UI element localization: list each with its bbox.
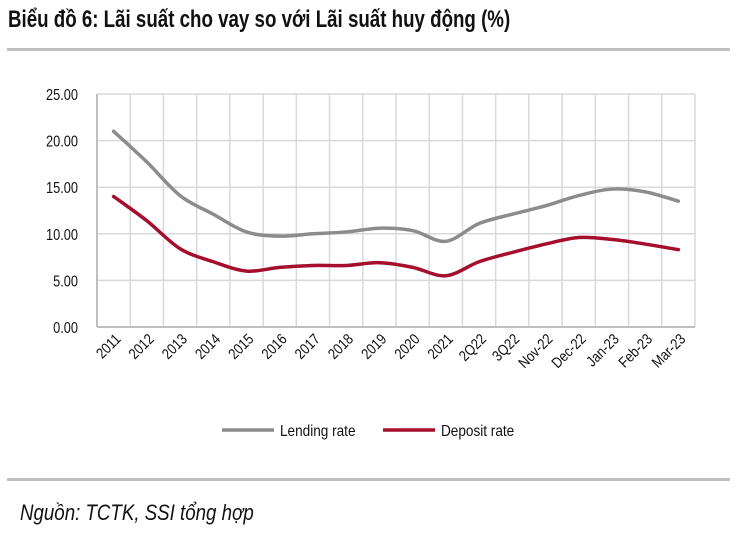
x-tick-label: Jan-23: [582, 330, 622, 370]
x-tick-label: 2018: [324, 330, 356, 362]
x-tick-label: Dec-22: [548, 330, 589, 371]
y-tick-label: 20.00: [46, 133, 78, 151]
y-tick-label: 0.00: [53, 320, 78, 338]
x-tick-label: Nov-22: [515, 330, 556, 371]
y-tick-label: 15.00: [46, 180, 78, 198]
chart-title: Biểu đồ 6: Lãi suất cho vay so với Lãi s…: [8, 6, 511, 33]
x-tick-label: Feb-23: [615, 330, 656, 371]
x-tick-label: 2021: [424, 330, 456, 362]
x-tick-label: 2011: [92, 330, 124, 362]
source-note: Nguồn: TCTK, SSI tổng hợp: [20, 500, 254, 525]
x-tick-label: 2012: [125, 330, 157, 362]
bottom-divider: [7, 478, 730, 481]
x-tick-label: 2017: [291, 330, 323, 362]
legend-label: Deposit rate: [441, 423, 514, 440]
x-tick-label: 2Q22: [455, 330, 489, 364]
x-tick-label: 2019: [357, 330, 389, 362]
x-tick-label: 2020: [391, 330, 423, 362]
y-tick-label: 5.00: [53, 273, 78, 291]
y-tick-label: 10.00: [46, 227, 78, 245]
x-tick-label: 2015: [225, 330, 257, 362]
y-tick-label: 25.00: [46, 87, 78, 105]
x-tick-label: Mar-23: [648, 330, 689, 371]
x-tick-label: 2014: [191, 330, 223, 362]
top-divider: [7, 48, 730, 51]
x-tick-label: 2013: [158, 330, 190, 362]
x-tick-label: 2016: [258, 330, 290, 362]
series-line-deposit-rate: [111, 194, 681, 278]
series-line-lending-rate: [111, 129, 681, 244]
legend-label: Lending rate: [280, 423, 356, 440]
